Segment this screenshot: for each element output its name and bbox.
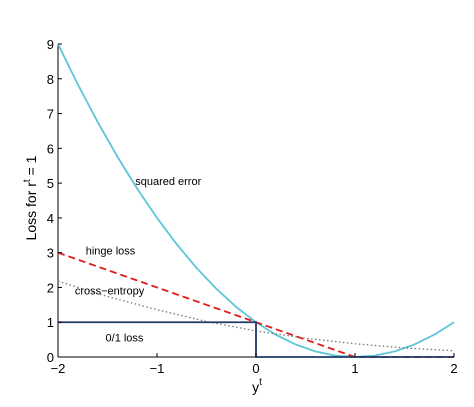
annotation-squared-error: squared error	[135, 176, 201, 188]
x-tick-label: 1	[351, 361, 358, 376]
y-axis-title-main: Loss for r	[23, 182, 39, 241]
x-axis-title: yt	[252, 377, 262, 395]
annotation-0-1-loss: 0/1 loss	[106, 332, 144, 344]
x-axis-title-superscript: t	[259, 377, 262, 388]
annotation-layer: squared error hinge loss cross−entropy 0/1 …	[75, 176, 202, 345]
y-tick-label: 7	[47, 107, 54, 122]
y-tick-label: 8	[47, 72, 54, 87]
x-tick-label: 2	[450, 361, 457, 376]
plot-area	[57, 44, 454, 358]
series-squared-error-line	[57, 43, 455, 358]
annotation-hinge-loss: hinge loss	[86, 245, 136, 257]
tick-layer: 0 1 2 3 4 5 6 7 8 9 −2 −1 0 1 2	[47, 37, 458, 376]
series-layer	[57, 43, 455, 358]
y-tick-label: 2	[47, 280, 54, 295]
y-axis-title: Loss for rt = 1	[22, 155, 39, 240]
y-tick-label: 9	[47, 37, 54, 52]
y-tick-label: 5	[47, 176, 54, 191]
x-tick-label: −2	[51, 361, 66, 376]
y-tick-label: 6	[47, 141, 54, 156]
x-tick-label: −1	[150, 361, 165, 376]
x-axis-title-main: y	[252, 379, 259, 395]
x-tick-label: 0	[252, 361, 259, 376]
y-axis-title-tail: = 1	[23, 155, 39, 179]
y-tick-label: 0	[47, 350, 54, 365]
annotation-cross-entropy: cross−entropy	[75, 285, 145, 297]
y-axis-title-superscript: t	[22, 179, 33, 182]
y-tick-label: 1	[47, 315, 54, 330]
y-tick-label: 3	[47, 246, 54, 261]
y-tick-label: 4	[47, 211, 54, 226]
